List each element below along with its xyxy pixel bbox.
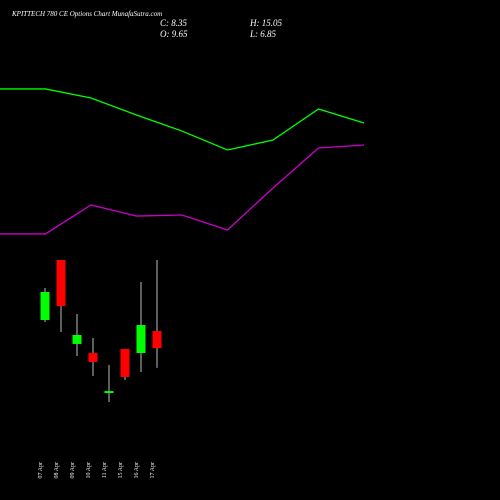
candle-body (56, 260, 66, 307)
stat: O: 9.65 (160, 29, 188, 39)
x-tick-label: 09 Apr (70, 462, 76, 479)
x-tick-label: 07 Apr (38, 462, 44, 479)
stat: L: 6.85 (249, 29, 277, 39)
line-series (0, 144, 365, 235)
stat: C: 8.35 (160, 18, 188, 28)
x-tick-label: 15 Apr (118, 462, 124, 479)
x-tick-label: 08 Apr (54, 462, 60, 479)
stat: H: 15.05 (249, 18, 282, 28)
chart-title: KPITTECH 780 CE Options Chart MunafaSutr… (11, 10, 162, 18)
x-tick-label: 17 Apr (150, 462, 156, 479)
candle-body (40, 291, 50, 320)
candle-body (120, 348, 130, 377)
candle-body (88, 353, 98, 362)
candle-body (152, 331, 162, 349)
candle-body (104, 391, 114, 394)
line-series (0, 88, 365, 151)
x-tick-label: 16 Apr (134, 462, 140, 479)
x-tick-label: 11 Apr (102, 462, 108, 478)
candle-body (72, 335, 82, 344)
candle-body (136, 325, 146, 354)
x-tick-label: 10 Apr (86, 462, 92, 479)
